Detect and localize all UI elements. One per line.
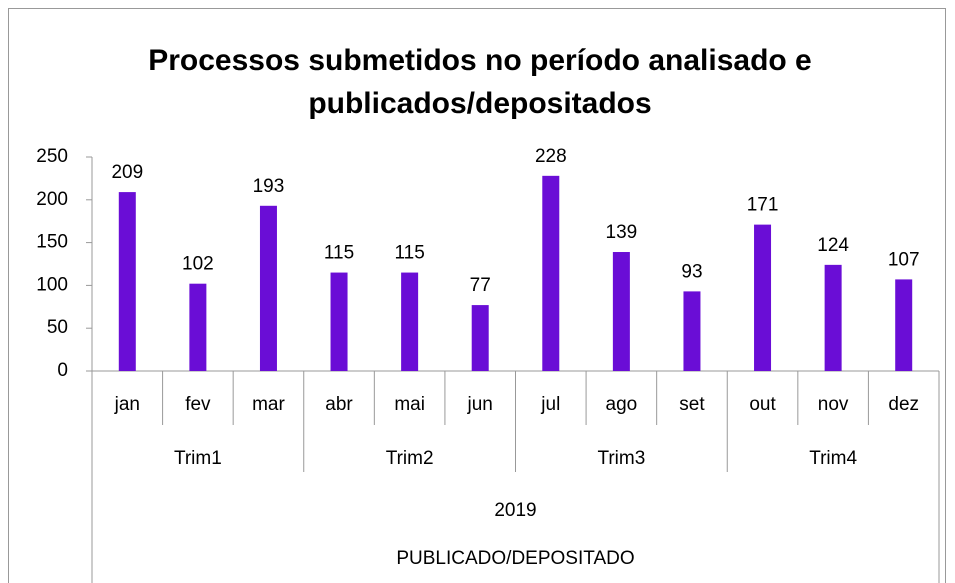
group-label: Trim4: [809, 448, 857, 469]
chart-border: [8, 8, 946, 583]
data-label: 115: [394, 243, 424, 264]
data-label: 102: [182, 254, 214, 275]
year-label: 2019: [494, 500, 536, 521]
y-tick-label: 0: [57, 360, 68, 381]
group-label: Trim2: [386, 448, 434, 469]
x-tick-label: mar: [252, 394, 285, 415]
x-tick-label: nov: [818, 394, 849, 415]
x-tick-label: jan: [114, 394, 140, 415]
data-label: 124: [817, 235, 849, 256]
bar: [542, 175, 560, 371]
group-label: Trim1: [174, 448, 222, 469]
bar: [754, 224, 772, 371]
data-label: 77: [470, 275, 491, 296]
x-tick-label: fev: [185, 394, 211, 415]
x-tick-label: abr: [325, 394, 353, 415]
bar: [118, 192, 136, 371]
x-tick-label: ago: [606, 394, 638, 415]
group-label: Trim3: [597, 448, 645, 469]
chart-title: Processos submetidos no período analisad…: [148, 44, 812, 77]
y-tick-label: 200: [36, 189, 68, 210]
y-tick-label: 250: [36, 146, 68, 167]
data-label: 209: [111, 162, 143, 183]
bar: [471, 305, 489, 371]
data-label: 139: [606, 222, 638, 243]
x-tick-label: jun: [467, 394, 493, 415]
chart-title: publicados/depositados: [308, 87, 651, 120]
bar: [259, 205, 277, 371]
x-tick-label: jul: [540, 394, 560, 415]
bar: [683, 291, 701, 371]
x-tick-label: out: [749, 394, 776, 415]
x-tick-label: dez: [888, 394, 919, 415]
bar: [189, 283, 207, 371]
bar: [612, 252, 630, 371]
data-label: 193: [253, 176, 285, 197]
y-tick-label: 50: [47, 317, 68, 338]
data-label: 115: [324, 243, 354, 264]
x-tick-label: mai: [394, 394, 425, 415]
y-tick-label: 100: [36, 274, 68, 295]
bar: [824, 264, 842, 371]
bar: [330, 272, 348, 371]
data-label: 107: [888, 249, 920, 270]
data-label: 228: [535, 146, 567, 167]
bar: [895, 279, 913, 371]
data-label: 93: [681, 261, 702, 282]
y-tick-label: 150: [36, 232, 68, 253]
bar: [401, 272, 419, 371]
data-label: 171: [747, 195, 779, 216]
x-axis-label: PUBLICADO/DEPOSITADO: [396, 548, 634, 569]
x-tick-label: set: [679, 394, 705, 415]
